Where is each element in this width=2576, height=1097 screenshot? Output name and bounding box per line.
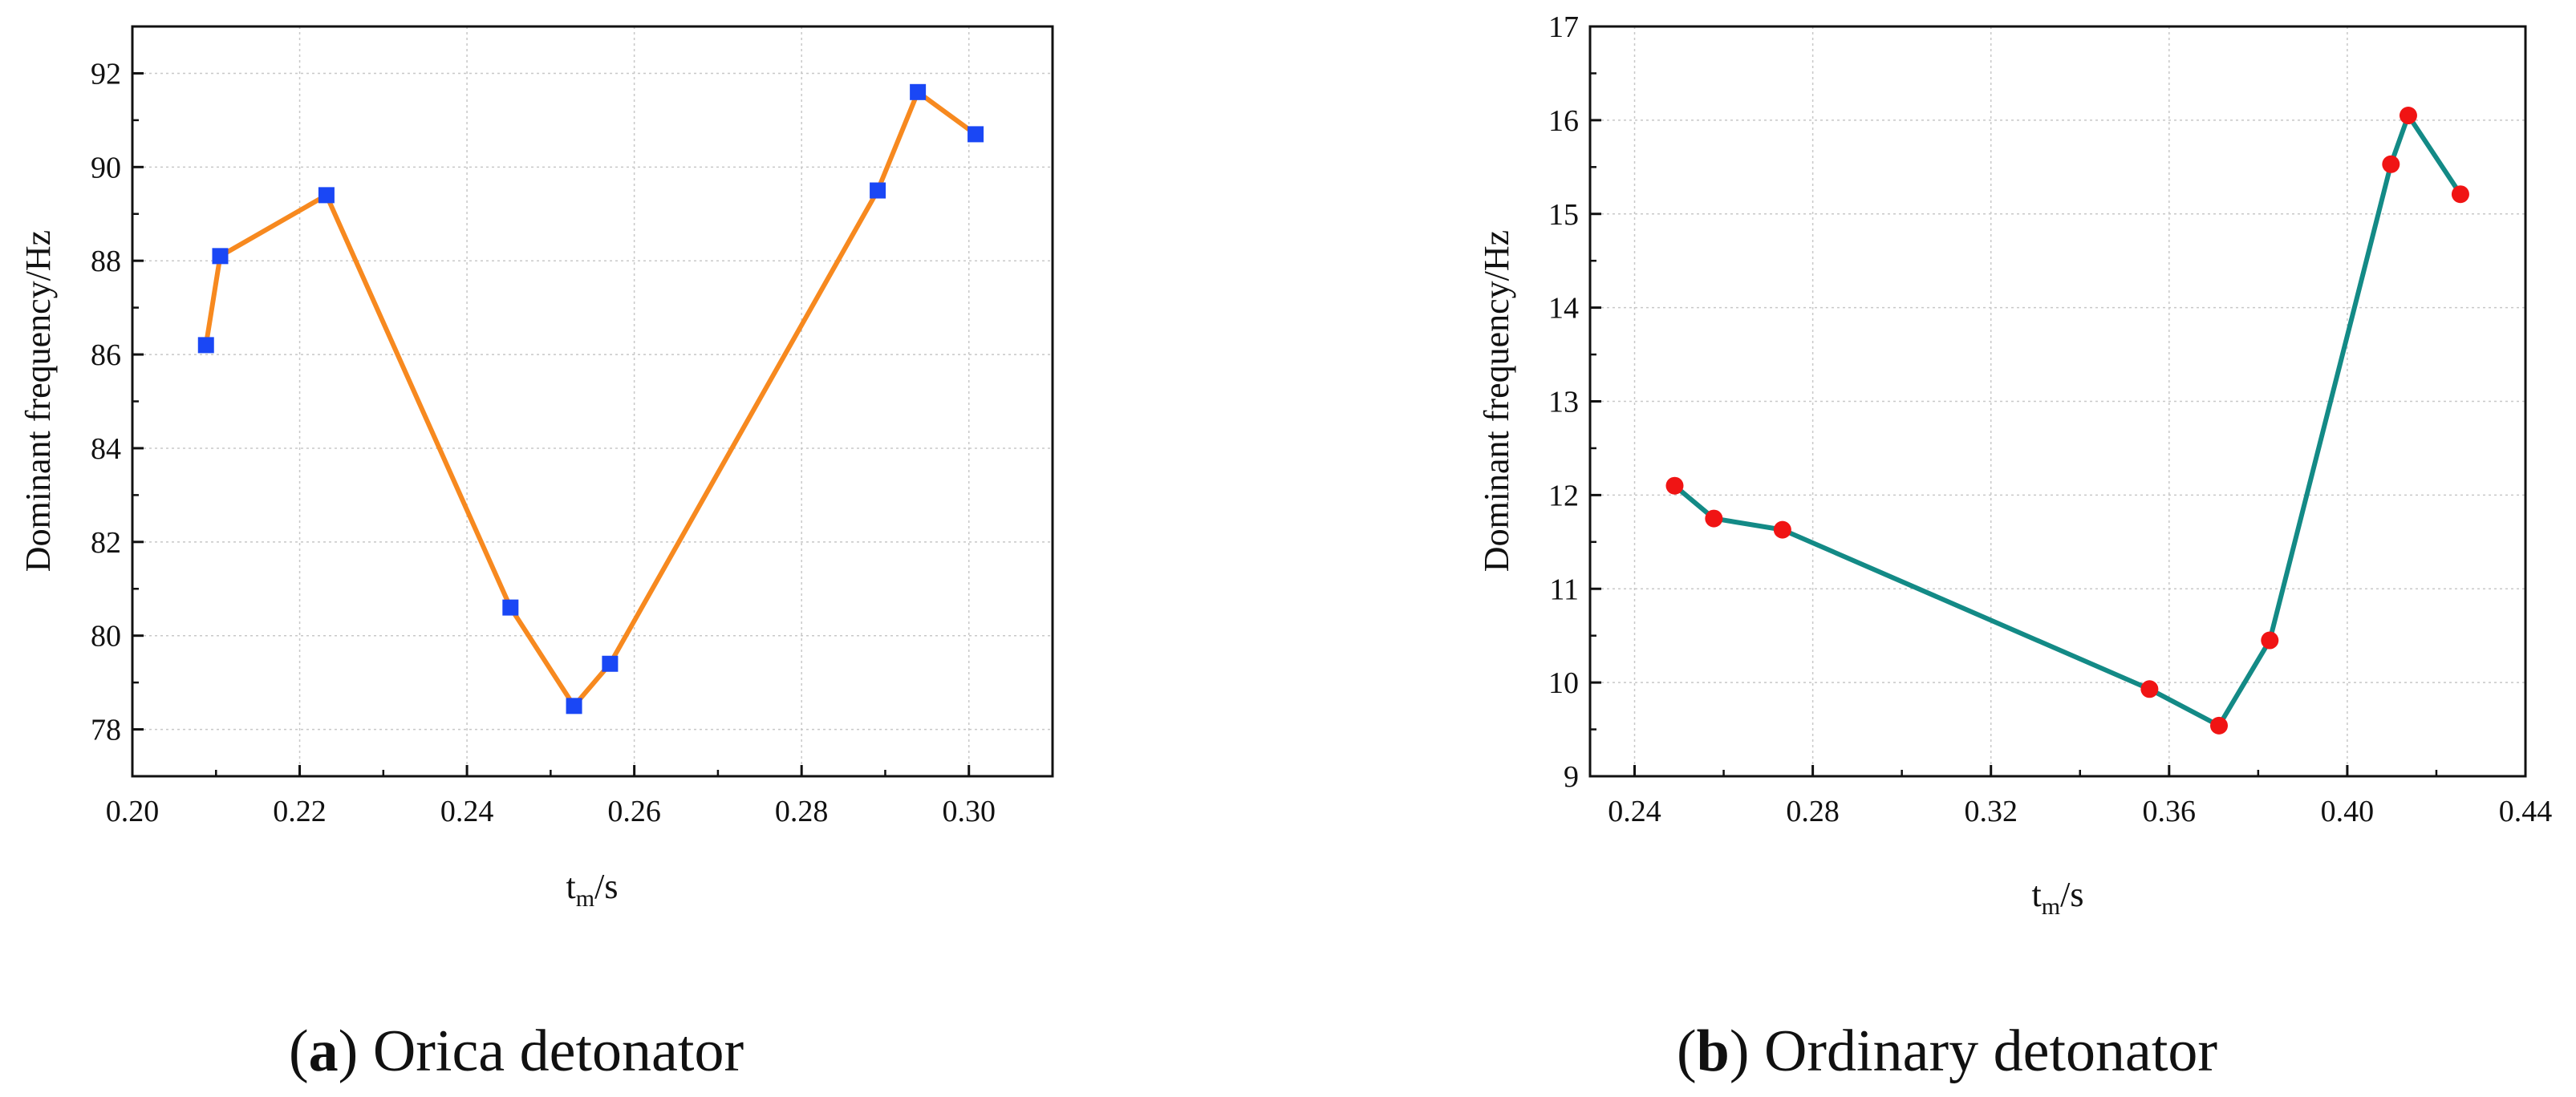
x-tick-label: 0.40 (2321, 795, 2375, 828)
y-axis-label: Dominant frequency/Hz (1477, 230, 1516, 572)
y-tick-label: 90 (91, 151, 121, 184)
data-point-marker (2261, 631, 2279, 650)
x-tick-label: 0.32 (1964, 795, 2018, 828)
data-point-marker (910, 83, 927, 100)
data-point-marker (602, 655, 619, 672)
x-tick-label: 0.28 (775, 795, 829, 828)
x-axis-label: tm/s (2032, 875, 2084, 920)
y-tick-label: 78 (91, 714, 121, 747)
figure-caption: (a) Orica detonator (289, 1018, 744, 1084)
y-tick-label: 16 (1548, 104, 1579, 138)
caption-open-paren: ( (289, 1018, 309, 1084)
y-tick-label: 92 (91, 57, 121, 91)
x-axis-label-main: t (2032, 875, 2042, 914)
caption-letter: a (309, 1018, 339, 1084)
figure-caption: (b) Ordinary detonator (1677, 1018, 2217, 1084)
caption-close-paren: ) (339, 1018, 359, 1084)
x-tick-label: 0.24 (440, 795, 494, 828)
data-point-marker (2140, 680, 2159, 698)
y-tick-label: 15 (1548, 198, 1579, 232)
y-tick-label: 17 (1548, 10, 1579, 44)
x-axis-label-subscript: m (576, 885, 594, 912)
x-axis-label: tm/s (566, 867, 619, 912)
data-point-marker (870, 182, 886, 199)
data-point-marker (1705, 509, 1723, 528)
caption-text: Orica detonator (358, 1018, 744, 1084)
x-tick-label: 0.26 (607, 795, 661, 828)
data-point-marker (502, 599, 519, 616)
y-tick-label: 88 (91, 245, 121, 278)
data-point-marker (2451, 185, 2469, 204)
caption-text: Ordinary detonator (1749, 1018, 2217, 1084)
data-point-marker (1773, 520, 1791, 539)
plot-frame (131, 25, 1054, 778)
x-axis-label-unit: /s (2060, 875, 2083, 914)
y-tick-label: 80 (91, 620, 121, 654)
y-tick-label: 10 (1548, 666, 1579, 700)
caption-close-paren: ) (1730, 1018, 1750, 1084)
y-tick-label: 82 (91, 526, 121, 560)
caption-letter: b (1697, 1018, 1730, 1084)
y-tick-label: 14 (1548, 292, 1579, 326)
data-point-marker (566, 698, 582, 714)
caption-open-paren: ( (1677, 1018, 1697, 1084)
data-point-marker (968, 126, 984, 143)
x-tick-label: 0.20 (106, 795, 160, 828)
y-axis-label: Dominant frequency/Hz (18, 230, 58, 572)
panel-a-orica: 0.20 0.22 0.24 0.26 0.28 0.30 78 80 82 84 86 88 90 92… (18, 25, 1054, 1084)
x-tick-label: 0.36 (2143, 795, 2197, 828)
x-tick-label: 0.44 (2499, 795, 2553, 828)
x-axis-label-unit: /s (594, 867, 618, 906)
data-point-marker (1665, 476, 1684, 495)
y-tick-label: 13 (1548, 386, 1579, 419)
x-axis-label-main: t (566, 867, 576, 906)
x-tick-label: 0.22 (273, 795, 327, 828)
x-tick-label: 0.28 (1786, 795, 1840, 828)
y-tick-label: 9 (1564, 760, 1579, 794)
data-point-marker (318, 187, 335, 204)
series-line (203, 89, 977, 709)
panel-b-ordinary: 0.24 0.28 0.32 0.36 0.40 0.44 9 10 11 12 13 14 15 16 1… (1477, 10, 2552, 1084)
y-tick-label: 84 (91, 432, 121, 466)
y-tick-label: 12 (1548, 479, 1579, 512)
x-tick-label: 0.30 (942, 795, 996, 828)
data-point-marker (2399, 107, 2417, 125)
series-line (1673, 113, 2463, 728)
data-point-marker (2382, 155, 2400, 173)
y-tick-label: 86 (91, 338, 121, 372)
x-tick-label: 0.24 (1608, 795, 1661, 828)
y-tick-label: 11 (1549, 573, 1579, 606)
data-point-marker (2209, 716, 2228, 735)
data-point-marker (212, 248, 229, 265)
data-point-marker (197, 337, 214, 354)
x-axis-label-subscript: m (2042, 893, 2060, 920)
